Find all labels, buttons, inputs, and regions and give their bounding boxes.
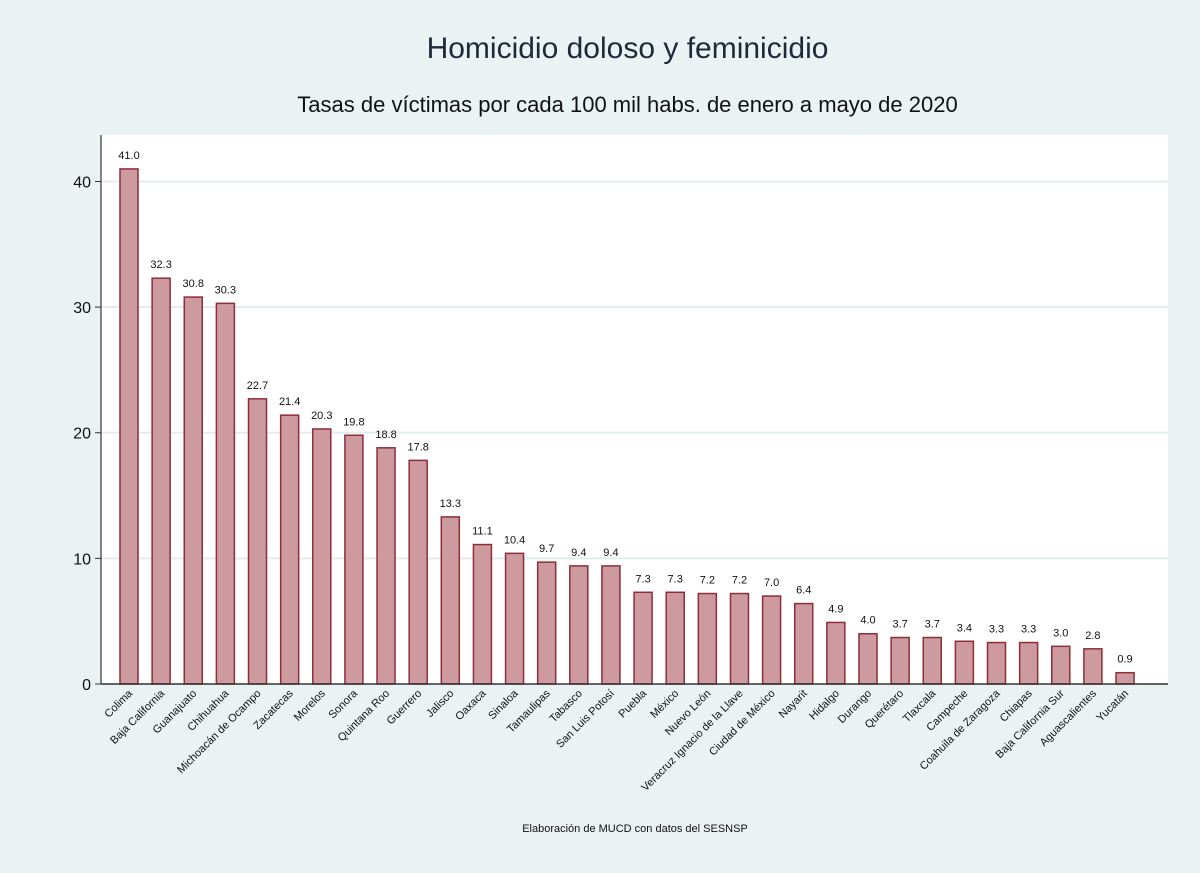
bar bbox=[826, 621, 846, 685]
data-label: 7.2 bbox=[700, 575, 715, 587]
bar bbox=[729, 592, 750, 685]
bar bbox=[761, 595, 782, 685]
data-label: 20.3 bbox=[311, 410, 332, 422]
y-tick-label: 0 bbox=[82, 677, 91, 694]
data-label: 3.3 bbox=[1021, 624, 1036, 636]
x-tick-label: San Luis Potosí bbox=[554, 688, 617, 751]
data-label: 21.4 bbox=[279, 396, 300, 408]
x-tick-label: Oaxaca bbox=[453, 687, 489, 723]
bar bbox=[344, 434, 364, 685]
bar bbox=[1051, 645, 1071, 685]
data-label: 7.3 bbox=[635, 573, 650, 585]
data-label: 13.3 bbox=[440, 498, 461, 510]
y-tick-label: 10 bbox=[73, 551, 91, 568]
bar bbox=[440, 516, 461, 685]
x-tick-label: Guerrero bbox=[385, 688, 425, 728]
source-note: Elaboración de MUCD con datos del SESNSP bbox=[522, 823, 748, 835]
bar bbox=[858, 632, 878, 685]
data-label: 3.7 bbox=[925, 619, 940, 631]
bar bbox=[569, 565, 589, 685]
bar bbox=[408, 459, 428, 685]
data-label: 3.0 bbox=[1053, 627, 1068, 639]
data-label: 18.8 bbox=[375, 429, 396, 441]
bar bbox=[793, 602, 814, 685]
x-tick-label: Aguascalientes bbox=[1038, 687, 1100, 749]
data-label: 4.9 bbox=[828, 603, 843, 615]
bar bbox=[633, 591, 653, 685]
y-tick-label: 20 bbox=[73, 426, 91, 443]
data-label: 30.3 bbox=[215, 284, 236, 296]
data-label: 11.1 bbox=[472, 526, 493, 538]
bar bbox=[601, 565, 621, 685]
data-label: 7.3 bbox=[668, 573, 683, 585]
data-label: 32.3 bbox=[150, 259, 171, 271]
x-tick-label: Yucatán bbox=[1095, 688, 1132, 725]
bar bbox=[665, 591, 685, 685]
bar bbox=[279, 414, 300, 685]
x-tick-label: Morelos bbox=[292, 687, 329, 724]
data-label: 2.8 bbox=[1085, 630, 1100, 642]
bar bbox=[1018, 641, 1039, 685]
x-tick-label: Nayarit bbox=[777, 688, 810, 721]
bar bbox=[1083, 648, 1103, 685]
chart-title: Homicidio doloso y feminicidio bbox=[426, 32, 829, 65]
data-label: 9.7 bbox=[539, 543, 554, 555]
data-label: 17.8 bbox=[407, 441, 428, 453]
data-label: 22.7 bbox=[247, 380, 268, 392]
y-tick-label: 30 bbox=[73, 300, 91, 317]
data-label: 6.4 bbox=[796, 585, 811, 597]
bar bbox=[183, 296, 204, 685]
bar bbox=[504, 552, 525, 685]
data-label: 9.4 bbox=[603, 547, 618, 559]
bar bbox=[215, 302, 236, 685]
data-label: 41.0 bbox=[118, 150, 139, 162]
data-label: 9.4 bbox=[571, 547, 586, 559]
bar bbox=[954, 640, 975, 685]
bar bbox=[151, 277, 171, 685]
y-tick-label: 40 bbox=[73, 174, 91, 191]
bar bbox=[312, 428, 332, 685]
data-label: 3.4 bbox=[957, 622, 972, 634]
bar bbox=[1115, 671, 1135, 685]
data-label: 30.8 bbox=[183, 278, 204, 290]
data-label: 4.0 bbox=[860, 615, 875, 627]
bar bbox=[697, 592, 718, 685]
bar bbox=[376, 447, 396, 685]
chart-subtitle: Tasas de víctimas por cada 100 mil habs.… bbox=[297, 92, 958, 117]
data-label: 3.7 bbox=[892, 619, 907, 631]
x-tick-label: Puebla bbox=[616, 687, 649, 720]
bar bbox=[119, 168, 139, 685]
bar bbox=[922, 636, 942, 685]
bar bbox=[247, 398, 268, 685]
data-label: 10.4 bbox=[504, 534, 525, 546]
bar bbox=[890, 636, 910, 685]
data-label: 7.0 bbox=[764, 577, 779, 589]
bar bbox=[986, 641, 1007, 685]
data-label: 19.8 bbox=[343, 416, 364, 428]
data-label: 0.9 bbox=[1117, 654, 1132, 666]
data-label: 3.3 bbox=[989, 624, 1004, 636]
x-tick-label: Jalisco bbox=[424, 688, 456, 720]
bar bbox=[536, 561, 557, 685]
data-label: 7.2 bbox=[732, 575, 747, 587]
bar bbox=[472, 543, 493, 685]
